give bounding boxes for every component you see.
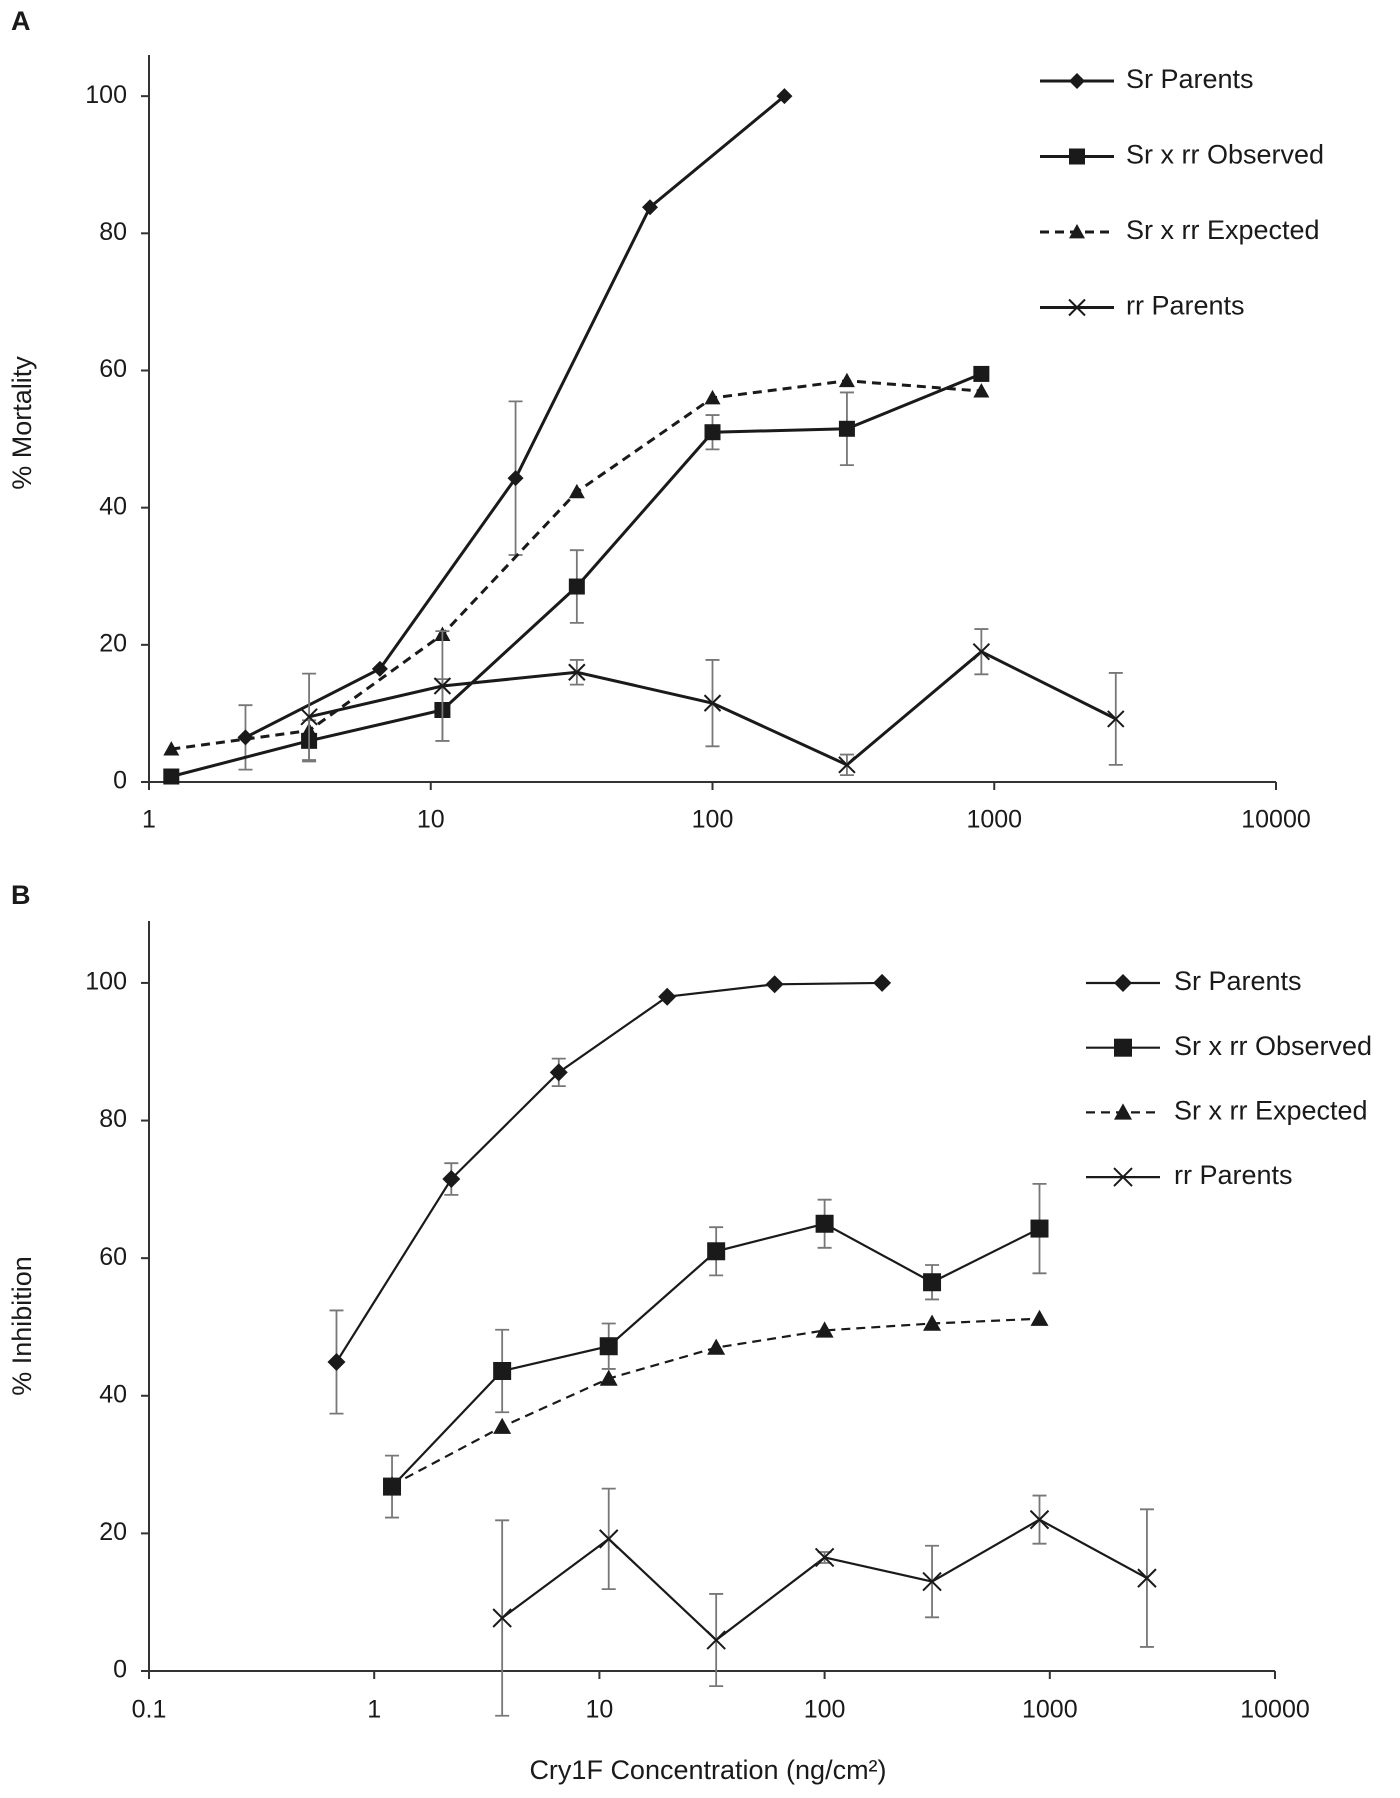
x-tick-label: 1000 xyxy=(1022,1696,1078,1724)
x-tick-label: 100 xyxy=(692,806,734,834)
data-point xyxy=(163,768,180,785)
legend-marker xyxy=(1114,974,1132,992)
data-point xyxy=(568,578,585,595)
y-tick-label: 40 xyxy=(99,1380,127,1408)
data-point xyxy=(973,365,990,382)
series-line xyxy=(335,981,883,1363)
x-tick-label: 10 xyxy=(417,806,445,834)
y-tick-label: 60 xyxy=(99,355,127,383)
x-tick-label: 1000 xyxy=(966,806,1022,834)
data-point xyxy=(371,660,388,677)
data-point xyxy=(703,694,722,712)
data-point xyxy=(922,1571,942,1592)
x-tick-label: 10000 xyxy=(1241,806,1311,834)
legend-label: Sr x rr Expected xyxy=(1126,215,1320,245)
data-point xyxy=(838,372,855,388)
legend-marker xyxy=(1114,1103,1132,1120)
data-point xyxy=(1107,710,1125,728)
data-point xyxy=(1030,1219,1049,1238)
legend-label: Sr x rr Observed xyxy=(1174,1031,1372,1061)
panel-label: B xyxy=(11,880,31,910)
x-tick-label: 1 xyxy=(367,1696,381,1724)
data-point xyxy=(815,1321,834,1338)
legend-marker xyxy=(1114,1038,1132,1057)
y-tick-label: 20 xyxy=(99,629,127,657)
data-point xyxy=(838,420,855,437)
data-point xyxy=(706,1630,726,1650)
legend-label: Sr Parents xyxy=(1126,64,1254,94)
data-point xyxy=(599,1337,618,1356)
data-point xyxy=(838,756,856,774)
data-point xyxy=(658,987,677,1006)
data-point xyxy=(442,1170,461,1189)
data-point xyxy=(707,1242,726,1261)
data-point xyxy=(815,1214,834,1233)
legend-marker xyxy=(1068,298,1086,317)
y-axis-title: % Inhibition xyxy=(7,1256,37,1396)
legend-marker xyxy=(1113,1167,1133,1187)
y-tick-label: 60 xyxy=(99,1243,127,1271)
y-tick-label: 100 xyxy=(85,81,127,109)
data-point xyxy=(704,389,721,405)
data-point xyxy=(383,1476,402,1493)
data-point xyxy=(493,1417,512,1434)
legend-marker xyxy=(1069,148,1085,165)
data-point xyxy=(776,88,793,105)
data-point xyxy=(568,663,586,681)
y-tick-label: 80 xyxy=(99,1105,127,1133)
y-tick-label: 40 xyxy=(99,492,127,520)
data-point xyxy=(599,1529,619,1549)
y-tick-label: 20 xyxy=(99,1518,127,1546)
data-point xyxy=(507,470,524,487)
x-tick-label: 10000 xyxy=(1240,1696,1310,1724)
data-point xyxy=(707,1338,726,1355)
y-tick-label: 0 xyxy=(113,767,127,795)
data-point xyxy=(765,975,784,994)
data-point xyxy=(327,1353,346,1372)
data-point xyxy=(163,741,180,756)
data-point xyxy=(1137,1568,1157,1588)
legend-label: rr Parents xyxy=(1126,291,1245,321)
data-point xyxy=(549,1063,568,1082)
data-point xyxy=(492,1608,512,1628)
data-point xyxy=(300,708,318,726)
legend-marker xyxy=(1069,73,1085,89)
y-tick-label: 80 xyxy=(99,218,127,246)
legend-label: Sr x rr Expected xyxy=(1174,1096,1368,1126)
legend-label: Sr x rr Observed xyxy=(1126,140,1324,170)
data-point xyxy=(1030,1309,1049,1326)
y-tick-label: 0 xyxy=(113,1656,127,1684)
panel-label: A xyxy=(11,6,31,36)
data-point xyxy=(972,642,991,661)
data-point xyxy=(568,483,585,499)
legend-label: rr Parents xyxy=(1174,1160,1293,1190)
series-line xyxy=(501,1518,1148,1642)
data-point xyxy=(923,1273,942,1292)
data-point xyxy=(814,1547,835,1568)
data-point xyxy=(973,383,990,398)
data-point xyxy=(641,199,658,216)
data-point xyxy=(433,677,452,695)
data-point xyxy=(923,1314,942,1331)
data-point xyxy=(237,729,254,746)
x-tick-label: 0.1 xyxy=(132,1696,167,1724)
x-axis-title: Cry1F Concentration (ng/cm²) xyxy=(529,1755,886,1785)
x-tick-label: 10 xyxy=(585,1696,613,1724)
y-axis-title: % Mortality xyxy=(7,356,37,490)
legend-label: Sr Parents xyxy=(1174,966,1302,996)
x-tick-label: 1 xyxy=(142,806,156,834)
legend-marker xyxy=(1069,224,1085,239)
data-point xyxy=(599,1369,618,1386)
x-tick-label: 100 xyxy=(804,1696,846,1724)
data-point xyxy=(1029,1509,1050,1530)
y-tick-label: 100 xyxy=(85,968,127,996)
data-point xyxy=(704,424,721,441)
data-point xyxy=(493,1362,512,1380)
data-point xyxy=(873,973,892,992)
